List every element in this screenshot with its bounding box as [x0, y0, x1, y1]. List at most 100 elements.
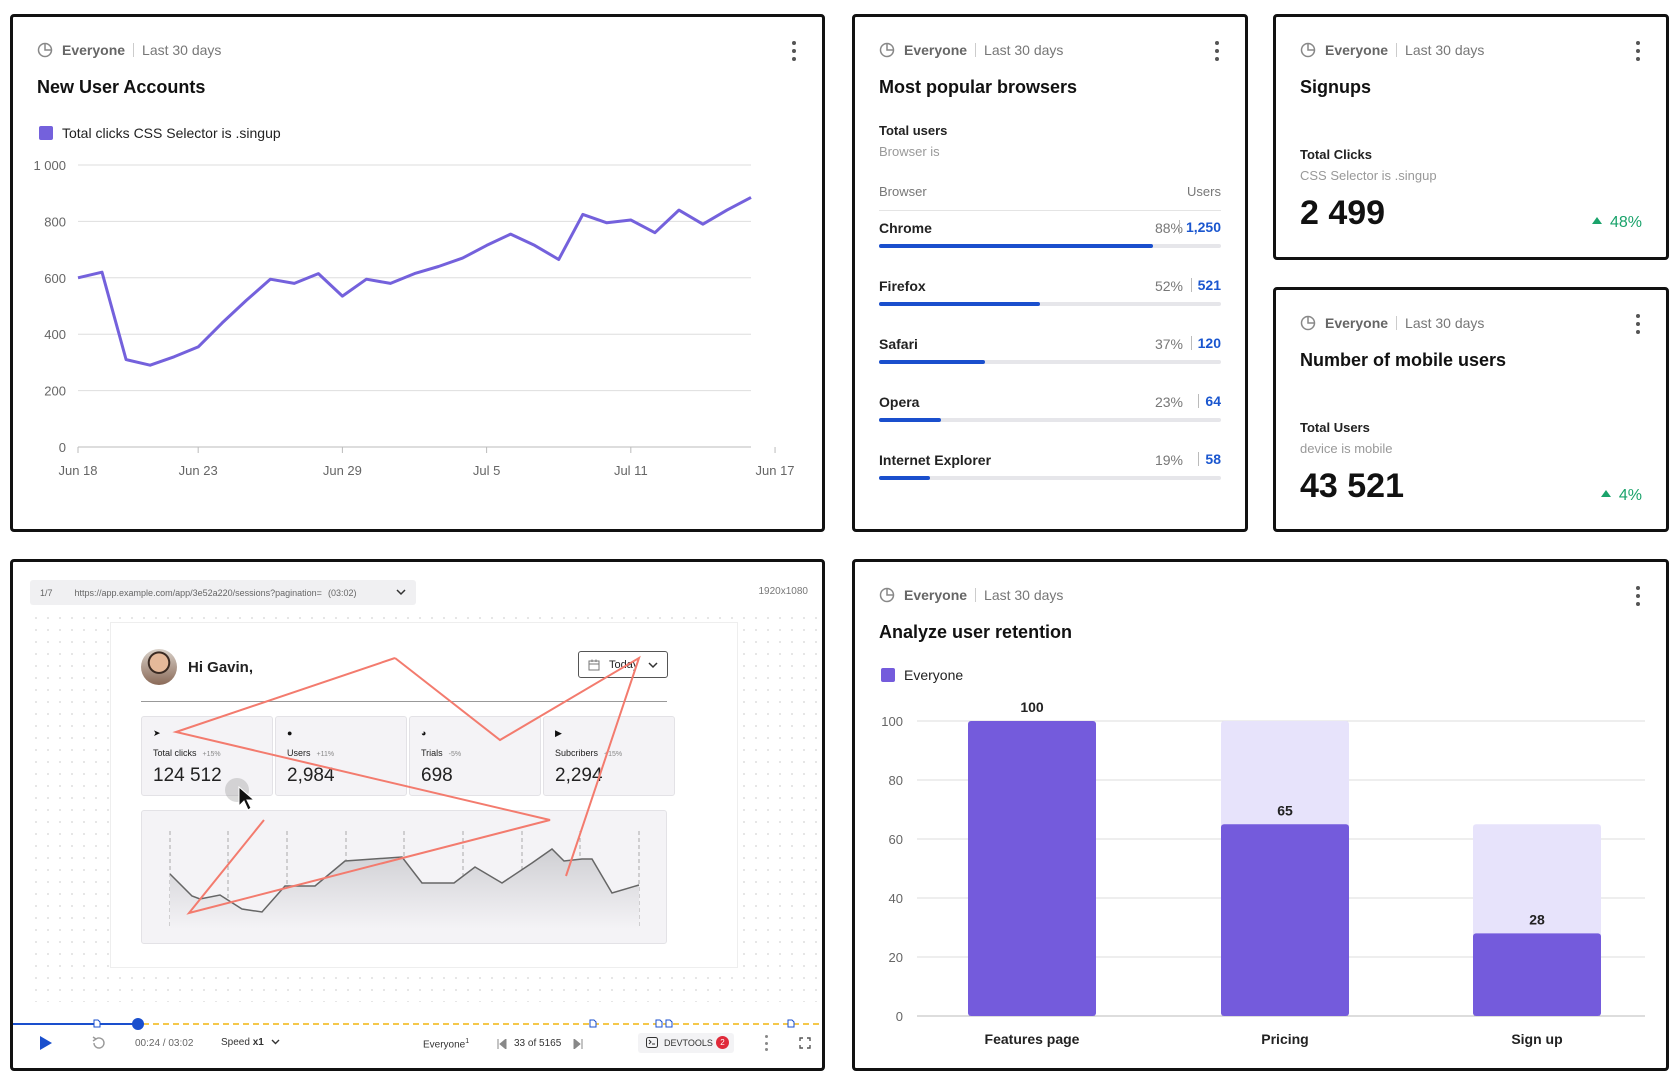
browser-bar-fill: [879, 360, 986, 364]
event-marker-icon[interactable]: [787, 1019, 795, 1028]
chart-legend[interactable]: Total clicks CSS Selector is .singup: [39, 125, 281, 141]
browser-bar-track: [879, 360, 1221, 364]
browser-row[interactable]: Internet Explorer 19% 58: [879, 452, 1221, 482]
terminal-icon: [646, 1037, 658, 1048]
legend-swatch: [39, 126, 53, 140]
browser-row[interactable]: Safari 37% 120: [879, 336, 1221, 366]
legend-label: Everyone: [904, 667, 964, 683]
header-divider: [879, 210, 1221, 211]
segment-label[interactable]: Everyone: [1325, 42, 1389, 58]
timeline-handle[interactable]: [131, 1018, 144, 1030]
segment-pie-icon: [879, 587, 895, 603]
card-meta: Everyone Last 30 days: [37, 41, 221, 59]
stat-label: Total clicks: [153, 748, 197, 758]
timeline[interactable]: [13, 1018, 822, 1030]
bar: [1221, 824, 1349, 1016]
segment-filter-label: Everyone: [423, 1039, 466, 1051]
segment-label[interactable]: Everyone: [1325, 315, 1389, 331]
card-meta: Everyone Last 30 days: [1300, 314, 1484, 332]
bar-value-label: 65: [1277, 802, 1293, 818]
playback-time: 00:24 / 03:02: [135, 1038, 194, 1049]
session-url: https://app.example.com/app/3e52a220/ses…: [74, 587, 322, 598]
browser-bar-track: [879, 302, 1221, 306]
segment-label[interactable]: Everyone: [904, 587, 968, 603]
browser-name: Chrome: [879, 220, 932, 236]
event-marker-icon[interactable]: [665, 1019, 673, 1028]
event-marker-icon[interactable]: [589, 1019, 597, 1028]
browser-users: 1,250: [1178, 220, 1221, 234]
previous-session-icon[interactable]: [497, 1039, 507, 1049]
date-range-label[interactable]: Last 30 days: [984, 42, 1064, 58]
session-duration: (03:02): [327, 587, 357, 598]
y-tick-label: 200: [44, 384, 66, 399]
chevron-down-icon: [648, 662, 658, 669]
card-user-retention: Everyone Last 30 days Analyze user reten…: [852, 559, 1669, 1071]
stat-label-row: Users +11%: [287, 748, 334, 758]
segment-label[interactable]: Everyone: [904, 42, 968, 58]
segment-label[interactable]: Everyone: [62, 42, 126, 58]
divider: [133, 43, 135, 57]
column-header-browser: Browser: [879, 184, 927, 199]
more-menu-icon[interactable]: [1213, 41, 1221, 61]
speed-selector[interactable]: Speed x1: [221, 1037, 280, 1048]
date-range-label[interactable]: Last 30 days: [142, 42, 222, 58]
metric-label: Total Users: [1300, 420, 1370, 435]
youtube-icon: ▶: [555, 728, 562, 738]
more-menu-icon[interactable]: [765, 1035, 769, 1051]
bar-value-label: 28: [1529, 911, 1545, 927]
url-bar[interactable]: 1/7 https://app.example.com/app/3e52a220…: [30, 580, 416, 605]
more-menu-icon[interactable]: [1634, 586, 1642, 606]
event-marker-icon[interactable]: [93, 1019, 101, 1028]
x-tick-label: Jun 18: [58, 463, 97, 478]
date-range-label[interactable]: Last 30 days: [984, 587, 1064, 603]
browser-users: 64: [1198, 394, 1221, 408]
browser-users: 120: [1190, 336, 1221, 350]
rewind-icon[interactable]: [91, 1035, 107, 1051]
more-menu-icon[interactable]: [790, 41, 798, 61]
browser-row[interactable]: Firefox 52% 521: [879, 278, 1221, 308]
y-tick-label: 80: [889, 773, 903, 788]
date-range-label[interactable]: Last 30 days: [1405, 42, 1485, 58]
calendar-icon: [588, 659, 600, 671]
divider: [1396, 43, 1398, 57]
trend-up-icon: [1591, 217, 1602, 225]
chart-legend[interactable]: Everyone: [881, 667, 963, 683]
stat-card[interactable]: ▶ Subcribers +15% 2,294: [543, 716, 675, 796]
browser-row[interactable]: Chrome 88% 1,250: [879, 220, 1221, 250]
filter-label: CSS Selector is .singup: [1300, 168, 1437, 183]
change-value: 48%: [1609, 214, 1642, 231]
segment-filter[interactable]: Everyone1: [423, 1038, 469, 1050]
filter-label: Browser is: [879, 144, 940, 159]
browser-bar-fill: [879, 418, 941, 422]
browser-percent: 52%: [1154, 278, 1183, 294]
more-menu-icon[interactable]: [1634, 41, 1642, 61]
browser-name: Firefox: [879, 278, 926, 294]
play-icon[interactable]: [39, 1035, 53, 1051]
legend-swatch: [881, 668, 895, 682]
x-tick-label: Jun 17: [756, 463, 795, 478]
y-tick-label: 100: [881, 714, 903, 729]
timeline-track: [13, 1023, 822, 1025]
stat-card[interactable]: ➤ Total clicks +15% 124 512: [141, 716, 273, 796]
devtools-button[interactable]: DEVTOOLS 2: [638, 1033, 734, 1053]
browser-row[interactable]: Opera 23% 64: [879, 394, 1221, 424]
chevron-down-icon[interactable]: [396, 589, 406, 596]
trend-up-icon: [1600, 490, 1611, 498]
fullscreen-icon[interactable]: [799, 1037, 811, 1049]
browser-bar-track: [879, 476, 1221, 480]
stat-card[interactable]: ● Users +11% 2,984: [275, 716, 407, 796]
card-mobile-users: Everyone Last 30 days Number of mobile u…: [1273, 287, 1669, 532]
browser-bar-fill: [879, 302, 1040, 306]
card-title: New User Accounts: [37, 77, 206, 97]
date-range-label[interactable]: Last 30 days: [1405, 315, 1485, 331]
more-menu-icon[interactable]: [1634, 314, 1642, 334]
next-session-icon[interactable]: [573, 1039, 583, 1049]
metric-label: Total users: [879, 123, 948, 138]
y-tick-label: 400: [44, 327, 66, 342]
event-marker-icon[interactable]: [655, 1019, 663, 1028]
segment-filter-count: 1: [465, 1038, 470, 1045]
browser-users: 58: [1198, 452, 1221, 466]
stat-label: Users: [287, 748, 311, 758]
metric-value: 2 499: [1300, 194, 1386, 232]
greeting: Hi Gavin,: [188, 659, 254, 676]
